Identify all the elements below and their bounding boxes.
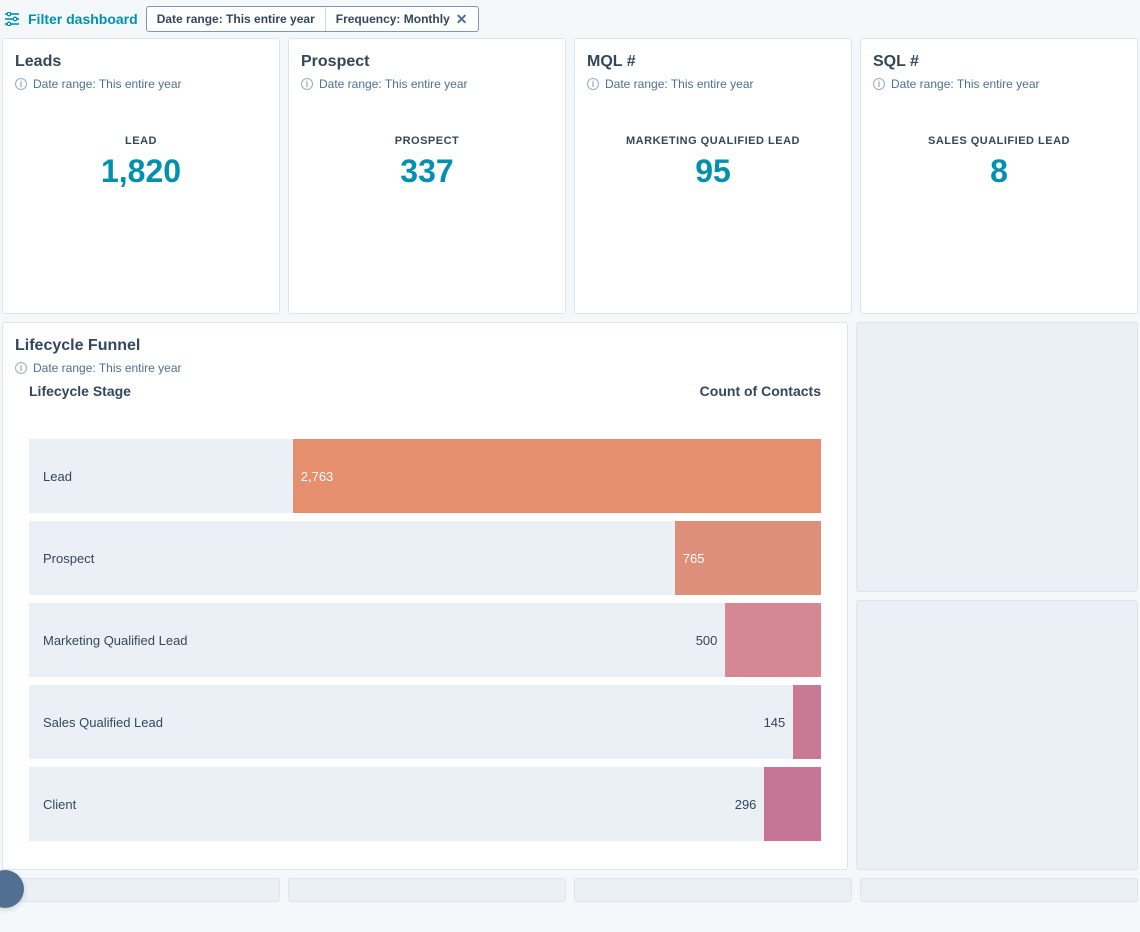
metric-value: 1,820 [15, 153, 267, 190]
placeholder-card [288, 878, 566, 902]
funnel-column-headers: Lifecycle Stage Count of Contacts [29, 383, 821, 399]
filter-bar: Filter dashboard Date range: This entire… [0, 0, 1140, 38]
filter-pill-label: Frequency: Monthly [336, 12, 450, 26]
info-icon: i [587, 78, 599, 90]
funnel-row[interactable]: Marketing Qualified Lead 500 [29, 603, 821, 677]
row-funnel: Lifecycle Funnel i Date range: This enti… [0, 314, 1140, 870]
card-title: Prospect [301, 53, 553, 71]
funnel-row[interactable]: Lead 2,763 [29, 439, 821, 513]
funnel-chart: Lead 2,763 Prospect 765 Marketing Qualified … [29, 439, 821, 841]
card-title: MQL # [587, 53, 839, 71]
filter-icon [4, 12, 20, 26]
funnel-bar [793, 685, 821, 759]
side-column [856, 322, 1138, 870]
card-subtitle: i Date range: This entire year [301, 77, 553, 91]
funnel-row-label: Client [43, 797, 76, 812]
funnel-row[interactable]: Prospect 765 [29, 521, 821, 595]
info-icon: i [15, 78, 27, 90]
funnel-row[interactable]: Client 296 [29, 767, 821, 841]
metric-label: PROSPECT [301, 135, 553, 147]
card-subtitle-text: Date range: This entire year [33, 361, 182, 375]
card-subtitle: i Date range: This entire year [873, 77, 1125, 91]
placeholder-card [2, 878, 280, 902]
info-icon: i [301, 78, 313, 90]
funnel-row-label: Marketing Qualified Lead [43, 633, 188, 648]
metric-value: 337 [301, 153, 553, 190]
funnel-row[interactable]: Sales Qualified Lead 145 [29, 685, 821, 759]
metric-card-prospect[interactable]: Prospect i Date range: This entire year … [288, 38, 566, 314]
card-title: Lifecycle Funnel [15, 337, 835, 355]
metric-value: 8 [873, 153, 1125, 190]
card-subtitle-text: Date range: This entire year [319, 77, 468, 91]
metric-label: LEAD [15, 135, 267, 147]
card-subtitle-text: Date range: This entire year [891, 77, 1040, 91]
placeholder-card [856, 600, 1138, 870]
card-subtitle: i Date range: This entire year [15, 361, 835, 375]
info-icon: i [873, 78, 885, 90]
funnel-bar [764, 767, 821, 841]
row-bottom-placeholders [0, 870, 1140, 902]
card-subtitle-text: Date range: This entire year [605, 77, 754, 91]
filter-pill-label: Date range: This entire year [157, 12, 315, 26]
funnel-row-label: Sales Qualified Lead [43, 715, 163, 730]
funnel-value: 500 [696, 633, 718, 648]
metric-value: 95 [587, 153, 839, 190]
funnel-row-label: Lead [43, 469, 72, 484]
metric-card-mql[interactable]: MQL # i Date range: This entire year MAR… [574, 38, 852, 314]
filter-pill-date-range[interactable]: Date range: This entire year [147, 7, 325, 31]
funnel-value: 765 [683, 551, 705, 566]
funnel-header-left: Lifecycle Stage [29, 383, 131, 399]
funnel-row-label: Prospect [43, 551, 94, 566]
placeholder-card [860, 878, 1138, 902]
card-subtitle-text: Date range: This entire year [33, 77, 182, 91]
card-subtitle: i Date range: This entire year [15, 77, 267, 91]
filter-dashboard-link[interactable]: Filter dashboard [28, 11, 138, 27]
funnel-bar: 765 [675, 521, 821, 595]
funnel-bar: 2,763 [293, 439, 821, 513]
placeholder-card [574, 878, 852, 902]
funnel-card[interactable]: Lifecycle Funnel i Date range: This enti… [2, 322, 848, 870]
card-title: SQL # [873, 53, 1125, 71]
metric-card-leads[interactable]: Leads i Date range: This entire year LEA… [2, 38, 280, 314]
filter-pill-frequency[interactable]: Frequency: Monthly ✕ [325, 7, 478, 31]
metric-card-sql[interactable]: SQL # i Date range: This entire year SAL… [860, 38, 1138, 314]
close-icon[interactable]: ✕ [456, 12, 468, 26]
metric-cards-row: Leads i Date range: This entire year LEA… [0, 38, 1140, 314]
info-icon: i [15, 362, 27, 374]
card-subtitle: i Date range: This entire year [587, 77, 839, 91]
card-title: Leads [15, 53, 267, 71]
funnel-value: 145 [764, 715, 786, 730]
metric-label: SALES QUALIFIED LEAD [873, 135, 1125, 147]
metric-label: MARKETING QUALIFIED LEAD [587, 135, 839, 147]
placeholder-card [856, 322, 1138, 592]
funnel-header-right: Count of Contacts [700, 383, 821, 399]
funnel-value: 296 [735, 797, 757, 812]
funnel-bar [725, 603, 821, 677]
filter-pill-group: Date range: This entire year Frequency: … [146, 6, 479, 32]
funnel-value: 2,763 [301, 469, 334, 484]
